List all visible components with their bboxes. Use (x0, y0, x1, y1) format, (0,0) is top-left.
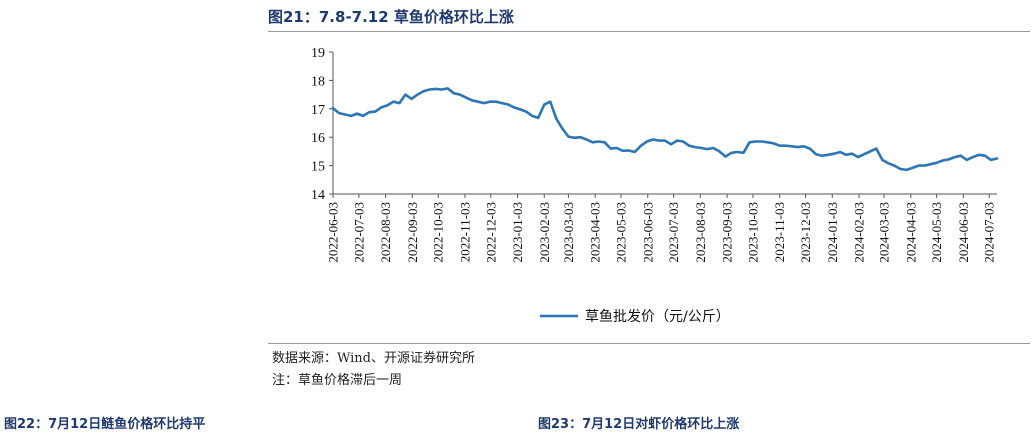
x-tick-label: 2022-06-03 (326, 202, 341, 263)
x-tick-label: 2022-11-03 (457, 202, 472, 262)
y-axis-ticks: 14 15 16 17 18 19 (311, 46, 333, 203)
x-tick-label: 2023-05-03 (614, 202, 629, 263)
x-tick-label: 2023-07-03 (666, 202, 681, 263)
x-tick-label: 2023-01-03 (510, 202, 525, 263)
y-tick-label: 16 (311, 131, 325, 146)
x-tick-label: 2023-12-03 (798, 202, 813, 263)
x-tick-label: 2022-08-03 (378, 202, 393, 263)
x-tick-label: 2023-10-03 (745, 202, 760, 263)
x-tick-label: 2023-11-03 (772, 202, 787, 262)
y-tick-label: 18 (311, 74, 325, 89)
y-tick-label: 17 (311, 103, 325, 118)
x-tick-label: 2024-01-03 (825, 202, 840, 263)
x-tick-label: 2022-09-03 (405, 202, 420, 263)
line-chart: 14 15 16 17 18 19 2022-06-03 2022-07-03 2022-08… (311, 46, 999, 325)
x-tick-label: 2024-05-03 (929, 202, 944, 263)
figure-title: 图21：7.8-7.12 草鱼价格环比上涨 (268, 8, 514, 26)
x-tick-label: 2023-08-03 (693, 202, 708, 263)
x-tick-label: 2023-03-03 (561, 202, 576, 263)
series-line (331, 87, 999, 172)
data-source: 数据来源：Wind、开源证券研究所 (272, 351, 475, 366)
x-tick-label: 2024-06-03 (956, 202, 971, 263)
legend-label: 草鱼批发价（元/公斤） (585, 308, 730, 325)
y-tick-label: 14 (311, 188, 325, 203)
x-tick-label: 2023-06-03 (640, 202, 655, 263)
x-tick-label: 2022-10-03 (431, 202, 446, 263)
x-tick-label: 2022-12-03 (483, 202, 498, 263)
x-tick-label: 2022-07-03 (351, 202, 366, 263)
next-figure-title-right: 图23：7月12日对虾价格环比上涨 (538, 417, 740, 432)
footnote: 注：草鱼价格滞后一周 (272, 373, 403, 388)
x-tick-label: 2024-03-03 (877, 202, 892, 263)
x-tick-label: 2023-04-03 (588, 202, 603, 263)
next-figure-title-left: 图22：7月12日鲢鱼价格环比持平 (4, 417, 206, 432)
y-tick-label: 15 (311, 160, 325, 175)
x-tick-label: 2024-04-03 (903, 202, 918, 263)
series-layer (331, 87, 999, 172)
x-tick-label: 2023-02-03 (537, 202, 552, 263)
top-divider (268, 31, 1030, 32)
x-tick-label: 2024-07-03 (982, 202, 997, 263)
chart-axes (332, 52, 997, 195)
chart-legend: 草鱼批发价（元/公斤） (540, 308, 730, 325)
x-tick-label: 2024-02-03 (852, 202, 867, 263)
x-tick-label: 2023-09-03 (720, 202, 735, 263)
y-tick-label: 19 (311, 46, 325, 61)
bottom-divider (268, 343, 1030, 344)
x-axis-ticks: 2022-06-03 2022-07-03 2022-08-03 2022-09-03… (326, 194, 997, 263)
